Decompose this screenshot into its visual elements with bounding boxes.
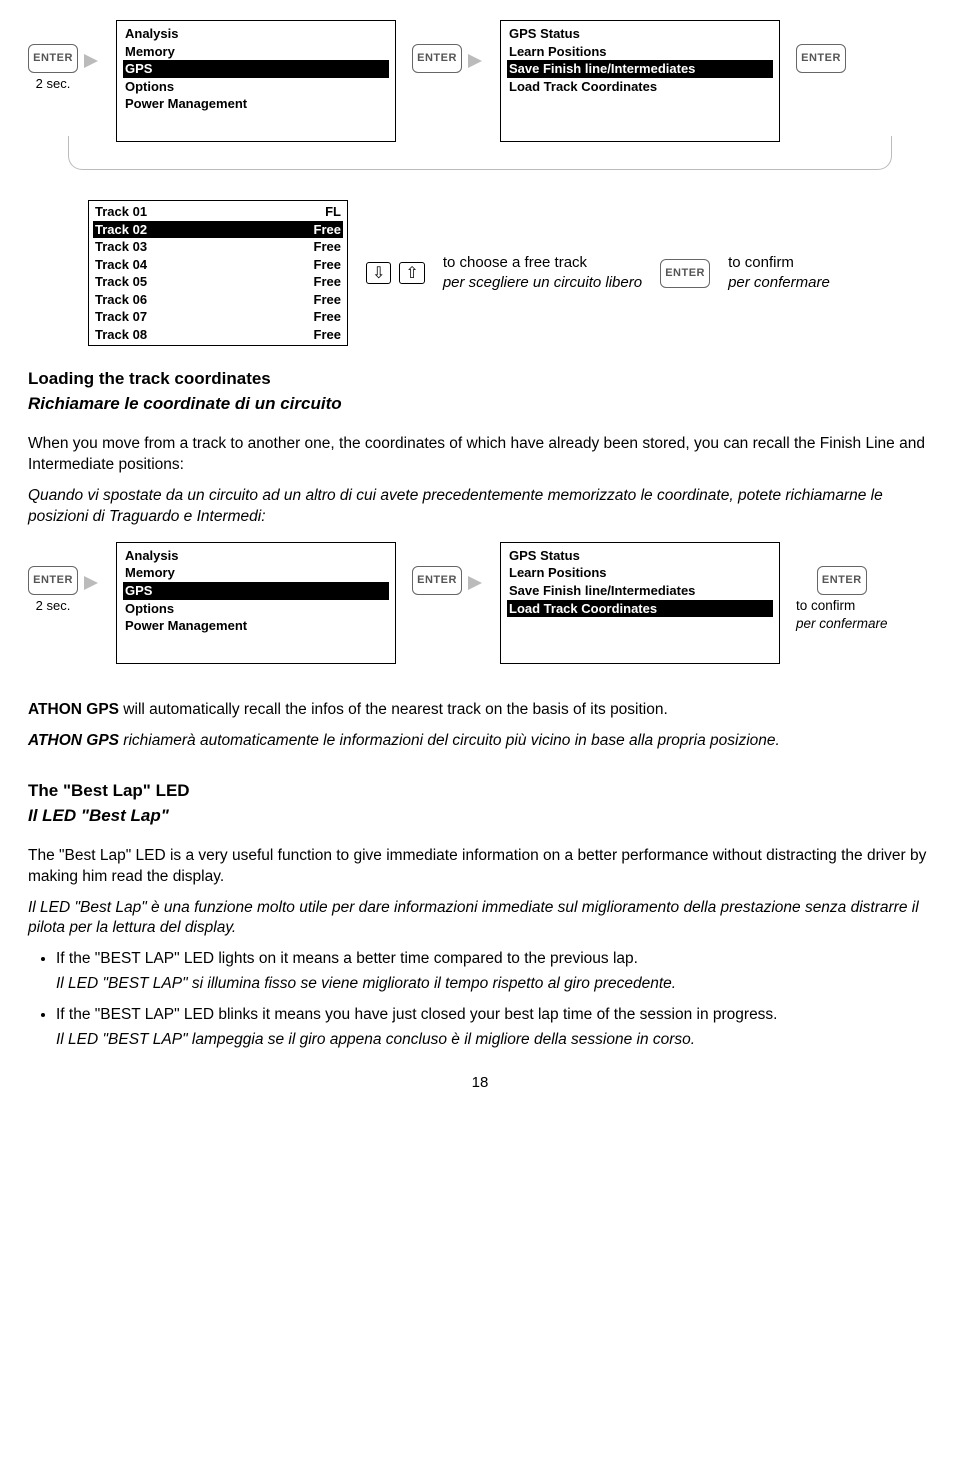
track-row[interactable]: Track 06Free (93, 291, 343, 309)
track-row[interactable]: Track 03Free (93, 238, 343, 256)
gps-menu-1: GPS StatusLearn PositionsSave Finish lin… (500, 20, 780, 142)
list-item: If the "BEST LAP" LED blinks it means yo… (56, 1005, 932, 1051)
track-row[interactable]: Track 02Free (93, 221, 343, 239)
confirm-note: to confirm per confermare (728, 253, 830, 294)
menu-item[interactable]: Memory (123, 43, 389, 61)
track-row[interactable]: Track 07Free (93, 308, 343, 326)
menu-item[interactable]: Power Management (123, 95, 389, 113)
track-row[interactable]: Track 05Free (93, 273, 343, 291)
para-3-it: Il LED "Best Lap" è una funzione molto u… (28, 898, 932, 940)
nav-row-1: ENTER 2 sec. AnalysisMemoryGPSOptionsPow… (28, 20, 932, 142)
para-1-it: Quando vi spostate da un circuito ad un … (28, 486, 932, 528)
menu-item[interactable]: Power Management (123, 617, 389, 635)
para-2-en: ATHON GPS will automatically recall the … (28, 700, 932, 721)
menu-item[interactable]: GPS (123, 60, 389, 78)
confirm-note-2: to confirm per confermare (796, 597, 888, 633)
enter-button[interactable]: ENTER (660, 259, 710, 288)
arrow-right-icon (84, 54, 110, 68)
track-table: Track 01FLTrack 02FreeTrack 03FreeTrack … (88, 200, 348, 346)
enter-button[interactable]: ENTER (28, 566, 78, 595)
enter-button[interactable]: ENTER (796, 44, 846, 73)
heading-bestlap-it: Il LED "Best Lap" (28, 805, 932, 828)
menu-item[interactable]: Learn Positions (507, 564, 773, 582)
arrow-down-icon[interactable]: ⇩ (366, 262, 391, 284)
main-menu-1: AnalysisMemoryGPSOptionsPower Management (116, 20, 396, 142)
gps-menu-2: GPS StatusLearn PositionsSave Finish lin… (500, 542, 780, 664)
para-3-en: The "Best Lap" LED is a very useful func… (28, 846, 932, 888)
para-1-en: When you move from a track to another on… (28, 434, 932, 476)
track-row[interactable]: Track 04Free (93, 256, 343, 274)
nav-row-2: ENTER 2 sec. AnalysisMemoryGPSOptionsPow… (28, 542, 932, 664)
main-menu-2: AnalysisMemoryGPSOptionsPower Management (116, 542, 396, 664)
arrow-right-icon (468, 54, 494, 68)
menu-item[interactable]: Load Track Coordinates (507, 600, 773, 618)
heading-loading-it: Richiamare le coordinate di un circuito (28, 393, 932, 416)
track-row[interactable]: Track 01FL (93, 203, 343, 221)
heading-bestlap-en: The "Best Lap" LED (28, 780, 932, 803)
menu-item[interactable]: GPS Status (507, 25, 773, 43)
choose-note: to choose a free track per scegliere un … (443, 253, 642, 294)
menu-item[interactable]: Memory (123, 564, 389, 582)
menu-item[interactable]: Save Finish line/Intermediates (507, 582, 773, 600)
menu-item[interactable]: Learn Positions (507, 43, 773, 61)
menu-item[interactable]: Options (123, 600, 389, 618)
enter-button[interactable]: ENTER (817, 566, 867, 595)
menu-item[interactable]: Options (123, 78, 389, 96)
menu-item[interactable]: Load Track Coordinates (507, 78, 773, 96)
menu-item[interactable]: GPS (123, 582, 389, 600)
enter-button[interactable]: ENTER (412, 566, 462, 595)
menu-item[interactable]: Analysis (123, 25, 389, 43)
track-row[interactable]: Track 08Free (93, 326, 343, 344)
menu-item[interactable]: Save Finish line/Intermediates (507, 60, 773, 78)
arrow-up-icon[interactable]: ⇧ (399, 262, 424, 284)
para-2-it: ATHON GPS richiamerà automaticamente le … (28, 731, 932, 752)
arrow-right-icon (84, 576, 110, 590)
flow-connector (28, 142, 932, 182)
list-item: If the "BEST LAP" LED lights on it means… (56, 949, 932, 995)
menu-item[interactable]: GPS Status (507, 547, 773, 565)
arrow-right-icon (468, 576, 494, 590)
two-sec-label: 2 sec. (36, 75, 71, 93)
bullet-list: If the "BEST LAP" LED lights on it means… (28, 949, 932, 1051)
heading-loading-en: Loading the track coordinates (28, 368, 932, 391)
page-number: 18 (28, 1073, 932, 1093)
enter-button[interactable]: ENTER (412, 44, 462, 73)
two-sec-label: 2 sec. (36, 597, 71, 615)
enter-button[interactable]: ENTER (28, 44, 78, 73)
menu-item[interactable]: Analysis (123, 547, 389, 565)
track-row-group: Track 01FLTrack 02FreeTrack 03FreeTrack … (88, 200, 932, 346)
